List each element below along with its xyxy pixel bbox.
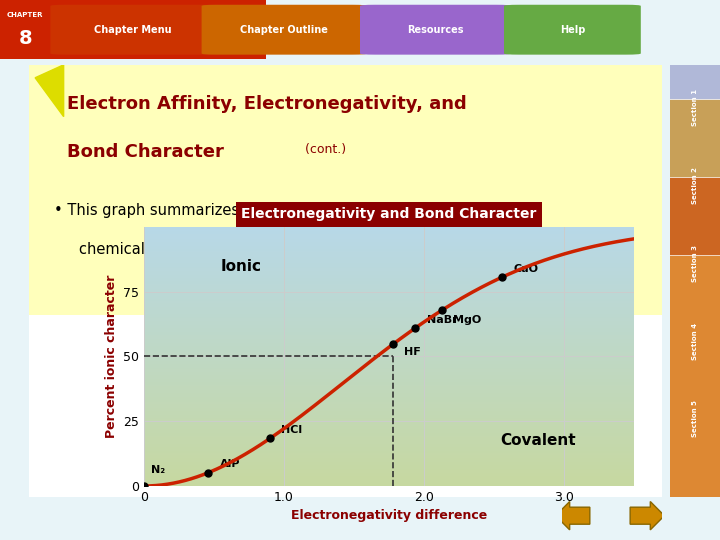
FancyArrow shape (630, 502, 665, 530)
Text: Electron Affinity, Electronegativity, and: Electron Affinity, Electronegativity, an… (67, 95, 467, 113)
FancyBboxPatch shape (654, 22, 720, 350)
Text: Resources: Resources (408, 25, 464, 35)
Text: Ionic: Ionic (221, 259, 262, 274)
Text: NaBr: NaBr (426, 315, 457, 325)
FancyBboxPatch shape (0, 0, 720, 315)
Text: MgO: MgO (453, 315, 482, 325)
FancyBboxPatch shape (202, 5, 367, 55)
FancyArrow shape (556, 502, 590, 530)
FancyBboxPatch shape (654, 177, 720, 505)
Text: Chapter Menu: Chapter Menu (94, 25, 172, 35)
FancyBboxPatch shape (504, 5, 641, 55)
Text: Covalent: Covalent (500, 433, 576, 448)
Y-axis label: Percent ionic character: Percent ionic character (104, 275, 117, 438)
Text: (cont.): (cont.) (301, 143, 346, 156)
Text: AlP: AlP (220, 460, 240, 469)
FancyBboxPatch shape (654, 99, 720, 428)
Text: Chapter Outline: Chapter Outline (240, 25, 328, 35)
Text: Section 4: Section 4 (692, 323, 698, 360)
Text: Section 3: Section 3 (692, 245, 698, 282)
Text: HF: HF (404, 347, 421, 356)
Text: Section 2: Section 2 (692, 167, 698, 204)
Text: Help: Help (559, 25, 585, 35)
Title: Electronegativity and Bond Character: Electronegativity and Bond Character (241, 207, 536, 221)
Text: Section 1: Section 1 (692, 90, 698, 126)
Text: Section 5: Section 5 (692, 401, 698, 437)
Text: HCl: HCl (281, 426, 302, 435)
FancyBboxPatch shape (654, 255, 720, 540)
Polygon shape (35, 65, 63, 117)
Text: Bond Character: Bond Character (67, 143, 224, 160)
Text: • This graph summarizes the range of: • This graph summarizes the range of (54, 203, 334, 218)
Text: 8: 8 (19, 29, 32, 48)
Text: CaO: CaO (513, 264, 539, 274)
X-axis label: Electronegativity difference: Electronegativity difference (291, 509, 487, 522)
FancyBboxPatch shape (0, 0, 266, 77)
FancyBboxPatch shape (654, 0, 720, 272)
Text: CHAPTER: CHAPTER (7, 12, 43, 18)
FancyBboxPatch shape (360, 5, 511, 55)
Text: N₂: N₂ (151, 465, 165, 475)
FancyBboxPatch shape (50, 5, 216, 55)
Text: chemical bonds between two atoms.: chemical bonds between two atoms. (79, 242, 348, 257)
